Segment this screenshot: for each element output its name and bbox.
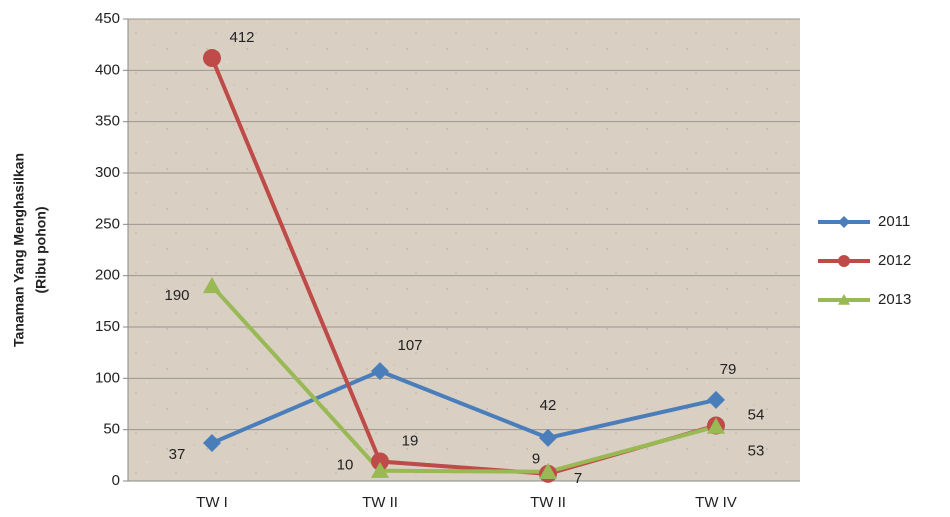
marker <box>203 49 221 68</box>
y-tick-label: 400 <box>95 61 120 78</box>
y-axis-label: Tanaman Yang Menghasilkan (Ribu pohon) <box>11 153 49 347</box>
marker <box>707 390 725 409</box>
data-label: 19 <box>402 432 419 449</box>
marker <box>838 294 850 305</box>
marker <box>539 428 557 447</box>
x-tick-label: TW II <box>362 494 398 511</box>
y-tick-label: 150 <box>95 318 120 335</box>
data-label: 53 <box>748 443 765 460</box>
data-label: 107 <box>397 337 422 354</box>
y-axis-label-line: (Ribu pohon) <box>33 206 49 293</box>
y-tick-label: 350 <box>95 113 120 130</box>
data-label: 54 <box>748 407 765 424</box>
legend-label: 2011 <box>878 213 910 230</box>
series-line <box>211 368 717 445</box>
plot-area <box>128 19 800 481</box>
marker <box>539 462 557 479</box>
y-tick-label: 50 <box>103 421 120 438</box>
y-tick-label: 250 <box>95 215 120 232</box>
data-label: 190 <box>164 287 189 304</box>
y-tick-label: 200 <box>95 267 120 284</box>
legend-label: 2012 <box>878 252 911 269</box>
marker <box>371 461 389 478</box>
y-tick-label: 100 <box>95 369 120 386</box>
data-label: 42 <box>540 397 557 414</box>
data-label: 412 <box>229 29 254 46</box>
x-tick-label: TW II <box>530 494 566 511</box>
legend-label: 2013 <box>878 291 911 308</box>
marker <box>203 434 221 453</box>
data-label: 7 <box>574 470 582 487</box>
x-tick-label: TW I <box>196 494 228 511</box>
data-label: 37 <box>169 446 186 463</box>
data-label: 9 <box>532 451 540 468</box>
marker <box>371 362 389 381</box>
data-label: 10 <box>337 457 354 474</box>
series-line <box>210 284 717 474</box>
y-axis-label-line: Tanaman Yang Menghasilkan <box>11 153 27 347</box>
marker <box>838 255 850 267</box>
y-tick-label: 300 <box>95 164 120 181</box>
y-tick-label: 0 <box>112 472 120 489</box>
marker <box>371 452 389 471</box>
marker <box>707 417 725 434</box>
data-label: 79 <box>720 361 737 378</box>
marker <box>838 216 850 228</box>
marker <box>203 276 221 294</box>
x-tick-label: TW IV <box>695 494 737 511</box>
y-tick-label: 450 <box>95 10 120 27</box>
